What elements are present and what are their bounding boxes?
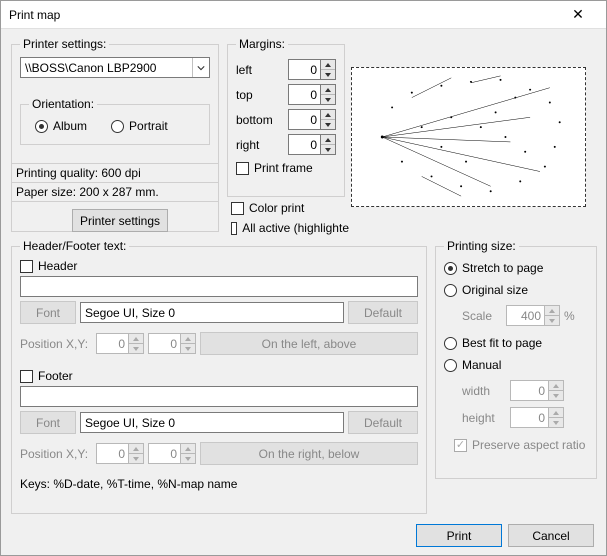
printing-size-group: Printing size: Stretch to page Original …: [435, 239, 597, 479]
height-spin[interactable]: 0: [510, 407, 564, 428]
footer-text-input[interactable]: [20, 386, 418, 407]
header-y-spin[interactable]: 0: [148, 333, 196, 354]
header-font-button[interactable]: Font: [20, 301, 76, 324]
header-text-input[interactable]: [20, 276, 418, 297]
printing-quality: Printing quality: 600 dpi: [11, 163, 219, 182]
orientation-group: Orientation: Album Portrait: [20, 97, 210, 145]
chevron-down-icon: [192, 58, 209, 77]
header-default-button[interactable]: Default: [348, 301, 418, 324]
footer-pos-label: Position X,Y:: [20, 447, 92, 461]
margins-group: Margins: left 0 top 0 bottom 0: [227, 37, 345, 197]
orientation-label: Orientation:: [29, 97, 97, 111]
all-active-check[interactable]: All active (highlighte: [231, 221, 349, 235]
margin-left-spin[interactable]: 0: [288, 59, 336, 80]
orientation-portrait[interactable]: Portrait: [111, 119, 168, 133]
footer-x-spin[interactable]: 0: [96, 443, 144, 464]
margins-label: Margins:: [236, 37, 288, 51]
margin-right-spin[interactable]: 0: [288, 134, 336, 155]
width-label: width: [462, 384, 506, 398]
margin-left-label: left: [236, 63, 282, 77]
window-title: Print map: [9, 8, 558, 22]
printing-size-label: Printing size:: [444, 239, 519, 253]
margin-top-label: top: [236, 88, 282, 102]
header-footer-group: Header/Footer text: Header Font Segoe UI…: [11, 239, 427, 514]
preserve-aspect-check[interactable]: ✓ Preserve aspect ratio: [454, 438, 588, 452]
margin-bottom-spin[interactable]: 0: [288, 109, 336, 130]
footer-pos-button[interactable]: On the right, below: [200, 442, 418, 465]
printer-selected: \\BOSS\Canon LBP2900: [25, 61, 156, 75]
header-pos-button[interactable]: On the left, above: [200, 332, 418, 355]
footer-default-button[interactable]: Default: [348, 411, 418, 434]
footer-check[interactable]: Footer: [20, 369, 418, 383]
titlebar: Print map ✕: [1, 1, 606, 29]
header-x-spin[interactable]: 0: [96, 333, 144, 354]
header-pos-label: Position X,Y:: [20, 337, 92, 351]
close-button[interactable]: ✕: [558, 3, 598, 27]
margin-right-label: right: [236, 138, 282, 152]
cancel-button[interactable]: Cancel: [508, 524, 594, 547]
margin-bottom-label: bottom: [236, 113, 282, 127]
height-label: height: [462, 411, 506, 425]
keys-hint: Keys: %D-date, %T-time, %N-map name: [20, 477, 418, 491]
size-stretch[interactable]: Stretch to page: [444, 261, 588, 275]
printer-settings-label: Printer settings:: [20, 37, 109, 51]
scale-spin[interactable]: 400: [506, 305, 560, 326]
printer-settings-button[interactable]: Printer settings: [72, 209, 168, 232]
print-button[interactable]: Print: [416, 524, 502, 547]
paper-size: Paper size: 200 x 287 mm.: [11, 182, 219, 202]
footer-font-button[interactable]: Font: [20, 411, 76, 434]
size-manual[interactable]: Manual: [444, 358, 588, 372]
scale-label: Scale: [462, 309, 502, 323]
printer-select[interactable]: \\BOSS\Canon LBP2900: [20, 57, 210, 78]
orientation-album[interactable]: Album: [35, 119, 87, 133]
dialog-content: Printer settings: \\BOSS\Canon LBP2900 O…: [1, 29, 606, 555]
color-print-check[interactable]: Color print: [231, 201, 304, 215]
width-spin[interactable]: 0: [510, 380, 564, 401]
margin-top-spin[interactable]: 0: [288, 84, 336, 105]
header-check[interactable]: Header: [20, 259, 418, 273]
print-map-dialog: Print map ✕ Printer settings: \\BOSS\Can…: [0, 0, 607, 556]
printer-settings-group: Printer settings: \\BOSS\Canon LBP2900 O…: [11, 37, 219, 232]
header-footer-label: Header/Footer text:: [20, 239, 129, 253]
header-font-desc: Segoe UI, Size 0: [80, 302, 344, 323]
size-bestfit[interactable]: Best fit to page: [444, 336, 588, 350]
footer-y-spin[interactable]: 0: [148, 443, 196, 464]
footer-font-desc: Segoe UI, Size 0: [80, 412, 344, 433]
print-frame-check[interactable]: Print frame: [236, 161, 336, 175]
size-original[interactable]: Original size: [444, 283, 588, 297]
print-preview: [351, 67, 586, 207]
